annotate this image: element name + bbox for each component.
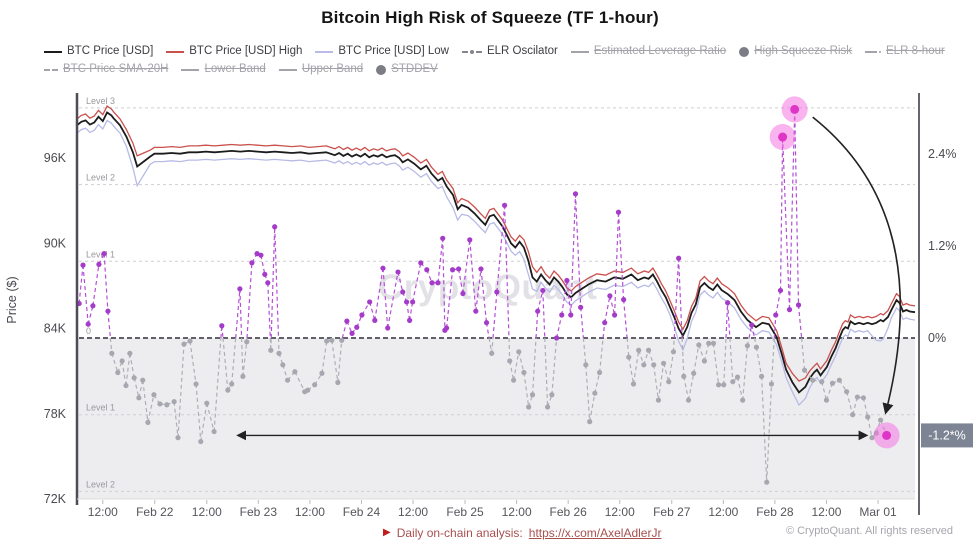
svg-text:Feb 22: Feb 22 [136, 505, 174, 519]
x-axis-labels: 12:00 Feb 22 12:00 Feb 23 12:00 Feb 24 12:00 Fe… [88, 500, 897, 519]
legend-swatch-dashes-icon [44, 68, 58, 71]
left-axis-title: Price ($) [5, 276, 19, 323]
negative-zone [77, 338, 915, 499]
svg-text:Level 2: Level 2 [86, 173, 115, 183]
elr-oscillator-positive [78, 109, 803, 339]
legend-label: BTC Price [USD] High [189, 45, 303, 57]
svg-text:12:00: 12:00 [605, 505, 635, 519]
legend-label: BTC Price SMA-20H [63, 63, 169, 75]
svg-text:Feb 24: Feb 24 [343, 505, 381, 519]
legend-item-stddev[interactable]: STDDEV [376, 62, 438, 77]
legend-item-estimated-leverage-ratio[interactable]: Estimated Leverage Ratio [570, 44, 727, 59]
svg-text:12:00: 12:00 [502, 505, 532, 519]
elr-oscillator-negative [109, 337, 888, 483]
legend-swatch-circle-icon [376, 64, 387, 75]
footer: ▶ Daily on-chain analysis: https://x.com… [0, 524, 980, 544]
svg-text:1.2%: 1.2% [928, 239, 957, 253]
legend-swatch-line-icon [315, 50, 334, 53]
legend-label: Upper Band [301, 63, 364, 75]
legend-label: High Squeeze Risk [754, 45, 853, 57]
svg-text:Feb 28: Feb 28 [756, 505, 794, 519]
legend: BTC Price [USD] BTC Price [USD] High BTC P… [44, 44, 954, 77]
svg-text:2.4%: 2.4% [928, 147, 957, 161]
svg-text:Feb 27: Feb 27 [653, 505, 691, 519]
level-lines: Level 3 Level 2 Level 1 0 Level 1 Level 2 [79, 96, 915, 492]
svg-text:72K: 72K [44, 492, 67, 506]
legend-swatch-circle-icon [739, 46, 750, 57]
legend-swatch-line-icon [181, 68, 200, 71]
legend-label: Estimated Leverage Ratio [593, 45, 727, 57]
legend-swatch-line-icon [166, 50, 185, 53]
svg-text:12:00: 12:00 [398, 505, 428, 519]
svg-text:12:00: 12:00 [708, 505, 738, 519]
high-squeeze-risk-markers [769, 96, 900, 449]
curved-arrow-annotation [812, 116, 902, 415]
legend-item-btc-price-usd-[interactable]: BTC Price [USD] [44, 44, 153, 59]
svg-text:96K: 96K [44, 151, 67, 165]
svg-text:Feb 23: Feb 23 [240, 505, 278, 519]
footer-analysis: ▶ Daily on-chain analysis: https://x.com… [383, 526, 661, 540]
legend-item-btc-price-sma-20h[interactable]: BTC Price SMA-20H [44, 62, 168, 77]
svg-text:0%: 0% [928, 331, 946, 345]
legend-label: STDDEV [391, 63, 438, 75]
flag-icon: ▶ [383, 527, 391, 538]
svg-text:0: 0 [86, 326, 91, 336]
legend-item-btc-price-usd-low[interactable]: BTC Price [USD] Low [315, 44, 449, 59]
svg-text:Mar 01: Mar 01 [859, 505, 897, 519]
svg-text:Level 3: Level 3 [86, 96, 115, 106]
svg-text:78K: 78K [44, 407, 67, 421]
svg-text:Level 2: Level 2 [86, 479, 115, 489]
svg-text:12:00: 12:00 [192, 505, 222, 519]
analysis-link[interactable]: https://x.com/AxelAdlerJr [528, 526, 662, 540]
analysis-label: Daily on-chain analysis: [396, 526, 523, 540]
legend-swatch-line-icon [44, 50, 62, 53]
right-axis-badge [921, 423, 973, 448]
legend-label: BTC Price [USD] Low [338, 45, 449, 57]
legend-label: ELR Oscilator [486, 45, 558, 57]
right-axis-labels: 2.4% 1.2% 0% [928, 147, 957, 345]
svg-text:90K: 90K [44, 236, 67, 250]
page-title: Bitcoin High Risk of Squeeze (TF 1-hour) [321, 8, 659, 27]
legend-label: ELR 8-hour [886, 45, 945, 57]
legend-item-btc-price-usd-high[interactable]: BTC Price [USD] High [166, 44, 302, 59]
legend-item-high-squeeze-risk[interactable]: High Squeeze Risk [739, 44, 852, 59]
svg-text:Level 1: Level 1 [86, 249, 115, 259]
svg-text:Level 1: Level 1 [86, 403, 115, 413]
legend-label: Lower Band [204, 63, 266, 75]
svg-text:Feb 26: Feb 26 [550, 505, 588, 519]
svg-text:84K: 84K [44, 322, 67, 336]
svg-text:12:00: 12:00 [295, 505, 325, 519]
legend-swatch-dash-dot-icon [461, 49, 482, 54]
left-axis-labels: 96K 90K 84K 78K 72K [44, 151, 67, 506]
legend-item-upper-band[interactable]: Upper Band [278, 62, 364, 77]
svg-text:12:00: 12:00 [88, 505, 118, 519]
legend-swatch-dashdot-icon [865, 50, 882, 53]
legend-item-elr-8-hour[interactable]: ELR 8-hour [865, 44, 945, 59]
btc-price-high-line [76, 105, 916, 382]
svg-text:Feb 25: Feb 25 [446, 505, 484, 519]
svg-text:12:00: 12:00 [811, 505, 841, 519]
copyright: © CryptoQuant. All rights reserved [785, 525, 953, 537]
legend-swatch-line-icon [570, 50, 589, 53]
btc-price-line [76, 111, 916, 394]
legend-item-elr-oscilator[interactable]: ELR Oscilator [461, 44, 558, 59]
legend-item-lower-band[interactable]: Lower Band [181, 62, 266, 77]
elr-oscillator-dots [76, 106, 890, 485]
right-axis-badge-label: -1.2*% [928, 428, 966, 442]
legend-swatch-line-icon [278, 68, 297, 71]
legend-label: BTC Price [USD] [67, 45, 154, 57]
